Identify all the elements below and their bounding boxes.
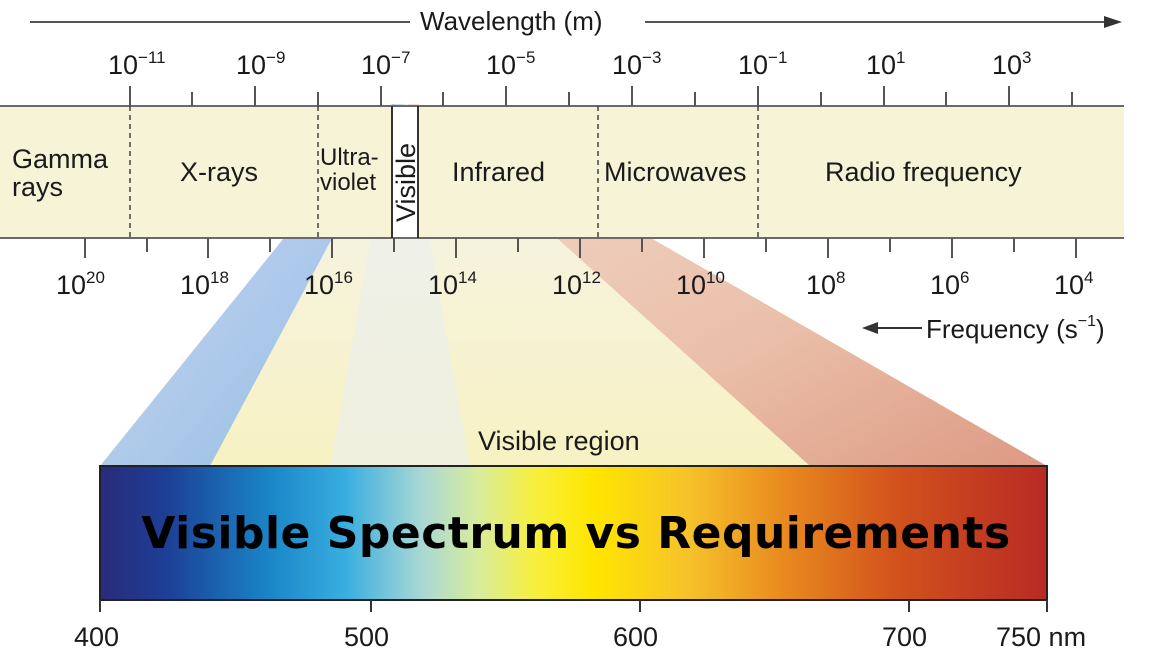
wavelength-tick-label: 10−7 <box>361 48 411 80</box>
overlay-caption-title: Visible Spectrum vs Requirements <box>141 508 1011 559</box>
band-label-visible: Visible <box>391 142 421 222</box>
frequency-tick-label: 106 <box>930 268 970 300</box>
wavelength-tick-label: 10−5 <box>486 48 536 80</box>
band-label-infrared: Infrared <box>452 157 546 187</box>
wavelength-tick-label: 101 <box>866 48 906 80</box>
band-label-gamma: Gamma rays <box>12 144 109 203</box>
band-label-xrays: X-rays <box>180 157 259 187</box>
wavelength-tick-label: 103 <box>992 48 1032 80</box>
nm-tick-label: 600 <box>613 622 659 652</box>
wavelength-axis-title: Wavelength (m) <box>414 8 609 34</box>
frequency-tick-label: 1018 <box>180 268 229 300</box>
frequency-tick-label: 1014 <box>428 268 477 300</box>
band-label-microwaves: Microwaves <box>604 157 747 187</box>
nm-tick-label: 400 <box>74 622 120 652</box>
frequency-tick-label: 1016 <box>304 268 353 300</box>
frequency-tick-label: 1012 <box>552 268 601 300</box>
frequency-tick-label: 1020 <box>56 268 105 300</box>
frequency-tick-label: 104 <box>1054 268 1094 300</box>
wavelength-tick-label: 10−9 <box>236 48 286 80</box>
nm-tick-label: 750 nm <box>996 622 1087 652</box>
band-label-radio: Radio frequency <box>825 157 1022 187</box>
nm-tick-label: 500 <box>344 622 390 652</box>
wavelength-tick-label: 10−1 <box>738 48 788 80</box>
visible-region-title: Visible region <box>478 426 640 456</box>
nm-tick-label: 700 <box>882 622 928 652</box>
frequency-tick-label: 108 <box>806 268 846 300</box>
wavelength-tick-label: 10−3 <box>612 48 662 80</box>
frequency-axis-title: Frequency (s−1) <box>926 313 1105 344</box>
frequency-tick-label: 1010 <box>676 268 725 300</box>
band-label-ultraviolet: Ultra-violet <box>320 144 379 197</box>
wavelength-tick-label: 10−11 <box>108 48 166 80</box>
